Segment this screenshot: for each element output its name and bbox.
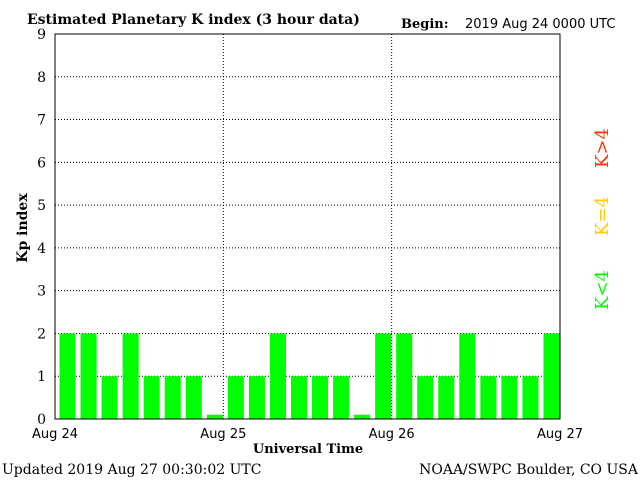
bars-group <box>59 333 560 419</box>
source-credit: NOAA/SWPC Boulder, CO USA <box>419 462 639 478</box>
legend-above: K>4 <box>592 128 613 168</box>
kp-bar <box>333 376 350 419</box>
y-axis-label: Kp index <box>15 193 31 263</box>
kp-bar <box>80 333 97 419</box>
kp-bar <box>375 333 392 419</box>
x-tick-label: Aug 24 <box>32 427 78 442</box>
kp-bar <box>269 333 286 419</box>
kp-bar <box>185 376 202 419</box>
x-tick-label: Aug 25 <box>200 427 246 442</box>
kp-bar <box>248 376 265 419</box>
kp-bar <box>459 333 476 419</box>
kp-bar <box>101 376 118 419</box>
plot-frame <box>54 33 561 420</box>
y-tick-label: 8 <box>37 70 46 86</box>
y-tick-label: 3 <box>37 284 46 300</box>
y-tick-label: 9 <box>37 27 46 43</box>
kp-bar <box>501 376 518 419</box>
x-tick-labels: Aug 24 Aug 25 Aug 26 Aug 27 <box>32 427 583 442</box>
kp-bar <box>396 333 413 419</box>
kp-bar <box>143 376 160 419</box>
kp-bar <box>164 376 181 419</box>
kp-bar <box>59 333 76 419</box>
kp-bar <box>206 414 223 419</box>
x-axis-label: Universal Time <box>253 442 363 457</box>
y-tick-label: 4 <box>37 241 46 257</box>
kp-bar <box>438 376 455 419</box>
x-tick-label: Aug 27 <box>537 427 583 442</box>
y-tick-label: 0 <box>37 412 46 428</box>
kp-bar <box>227 376 244 419</box>
y-tick-labels: 0 1 2 3 4 5 6 7 8 9 <box>37 27 46 428</box>
y-tick-label: 7 <box>37 113 46 129</box>
kp-bar <box>543 333 560 419</box>
y-tick-label: 1 <box>37 369 46 385</box>
updated-timestamp: Updated 2019 Aug 27 00:30:02 UTC <box>2 462 261 478</box>
kp-bar <box>122 333 139 419</box>
kp-bar <box>290 376 307 419</box>
legend-below: K<4 <box>592 270 613 310</box>
begin-label: Begin: <box>401 17 449 32</box>
chart-title: Estimated Planetary K index (3 hour data… <box>27 12 360 28</box>
y-tick-label: 5 <box>37 198 46 214</box>
y-tick-label: 6 <box>37 155 46 171</box>
begin-value: 2019 Aug 24 0000 UTC <box>465 17 615 32</box>
y-tick-label: 2 <box>37 326 46 342</box>
legend-equal: K=4 <box>592 196 613 236</box>
kp-bar <box>480 376 497 419</box>
kp-bar <box>522 376 539 419</box>
kp-bar <box>417 376 434 419</box>
kp-bar <box>354 414 371 419</box>
x-tick-label: Aug 26 <box>369 427 415 442</box>
kp-bar <box>312 376 329 419</box>
